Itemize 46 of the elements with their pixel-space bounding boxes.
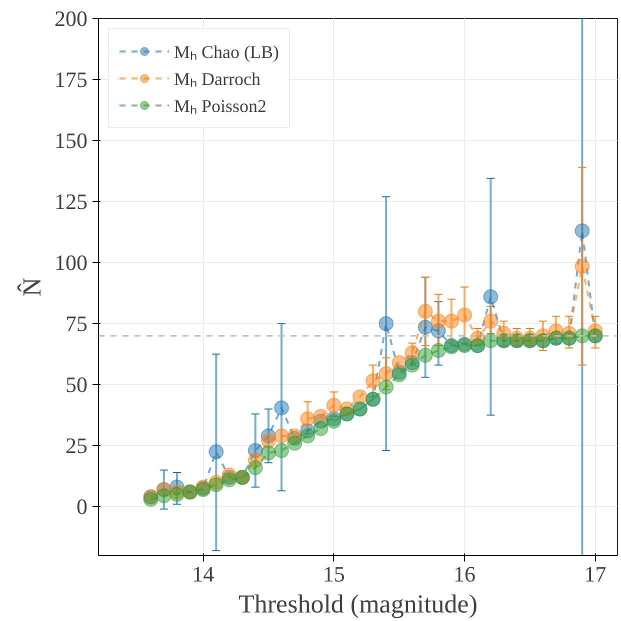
point: [444, 314, 459, 329]
y-tick-label: 175: [54, 67, 88, 92]
x-tick-label: 15: [322, 562, 345, 586]
y-axis-title: N̂: [16, 277, 46, 296]
point: [248, 460, 263, 476]
x-tick-label: 14: [192, 562, 214, 586]
point: [457, 308, 472, 323]
point: [483, 333, 498, 348]
point: [418, 304, 433, 319]
legend-label: Mₕ Darroch: [174, 68, 260, 90]
point: [378, 316, 394, 332]
point: [378, 380, 394, 395]
point: [574, 258, 590, 274]
point: [574, 223, 590, 238]
point: [260, 445, 276, 460]
point: [366, 373, 381, 388]
point: [418, 348, 433, 363]
y-tick-label: 150: [54, 128, 88, 154]
point: [326, 398, 342, 413]
point: [483, 289, 498, 304]
point: [430, 342, 446, 358]
point: [574, 328, 590, 344]
x-axis-title: Threshold (magnitude): [238, 590, 478, 618]
point: [274, 428, 290, 444]
point: [300, 411, 316, 426]
y-tick-label: 25: [66, 433, 88, 458]
point: [274, 400, 290, 416]
x-tick-label: 16: [454, 562, 476, 586]
legend-label: Mₕ Poisson2: [174, 95, 267, 117]
y-tick-label: 0: [76, 494, 88, 520]
x-tick-label: 17: [584, 562, 606, 586]
point: [156, 488, 172, 504]
legend-label: Mₕ Chao (LB): [174, 41, 279, 63]
point: [378, 366, 394, 382]
point: [208, 444, 224, 460]
y-tick-label: 200: [54, 6, 88, 31]
point: [430, 314, 446, 329]
point: [287, 436, 302, 451]
point: [274, 443, 290, 458]
point: [300, 428, 316, 444]
y-tick-label: 125: [54, 189, 88, 214]
y-tick-label: 50: [66, 372, 88, 398]
y-tick-label: 100: [54, 250, 88, 276]
point: [483, 314, 498, 329]
y-tick-label: 75: [66, 311, 88, 336]
point: [313, 421, 328, 436]
